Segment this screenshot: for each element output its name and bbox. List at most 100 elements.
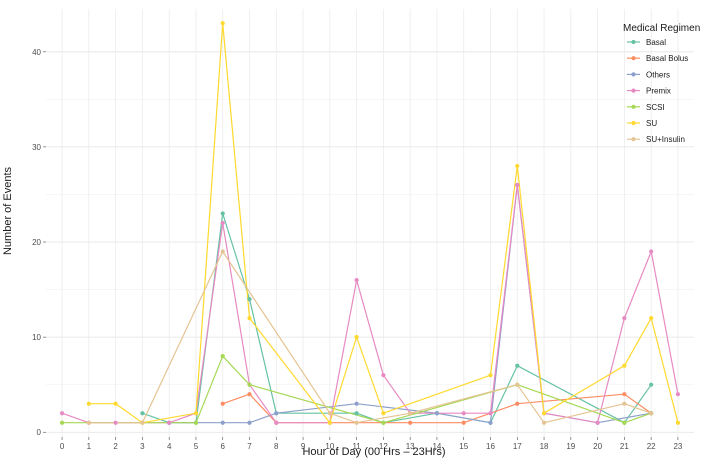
legend-label-scsi: SCSI — [646, 103, 665, 112]
x-tick-label: 18 — [540, 442, 549, 451]
data-point-su — [622, 363, 627, 368]
x-tick-label: 13 — [406, 442, 415, 451]
legend-items: Basal Basal Bolus Others Premix SCSI SU SU+Ins… — [627, 38, 688, 144]
data-point-others — [247, 420, 252, 425]
legend-key-point-others — [631, 72, 636, 77]
x-tick-label: 19 — [566, 442, 575, 451]
data-point-basal — [140, 411, 145, 416]
y-tick-label: 30 — [32, 143, 41, 152]
data-point-premix — [274, 420, 279, 425]
series-line-basal-bolus — [222, 393, 652, 424]
legend-key-point-basal-bolus — [631, 56, 636, 61]
data-point-others — [488, 420, 493, 425]
x-tick-label: 4 — [167, 442, 172, 451]
x-tick-label: 10 — [325, 442, 334, 451]
x-tick-label: 8 — [274, 442, 279, 451]
legend-key-point-basal — [631, 39, 636, 45]
x-tick-label: 21 — [620, 442, 629, 451]
x-tick-label: 0 — [60, 442, 65, 451]
data-point-others — [274, 411, 279, 416]
data-point-su-insulin — [140, 420, 145, 425]
series-line-basal — [142, 212, 652, 424]
x-tick-label: 6 — [221, 442, 226, 451]
data-point-premix — [59, 411, 65, 416]
data-point-scsi — [622, 420, 627, 425]
data-point-scsi — [247, 382, 252, 387]
legend-key-point-su-insulin — [631, 137, 636, 142]
data-point-basal — [515, 363, 520, 368]
series-lines — [61, 22, 679, 424]
data-point-others — [354, 401, 359, 406]
data-point-scsi — [193, 420, 199, 425]
legend-key-point-premix — [631, 88, 636, 93]
legend-title: Medical Regimen — [623, 23, 700, 34]
data-point-basal — [649, 382, 654, 387]
data-point-su-insulin — [86, 420, 91, 425]
legend-label-su-insulin: SU+Insulin — [646, 135, 685, 144]
data-point-su — [86, 401, 91, 406]
data-point-su — [488, 373, 493, 378]
data-point-premix — [220, 220, 225, 226]
y-tick-label: 20 — [32, 238, 41, 247]
x-tick-label: 5 — [194, 442, 199, 451]
y-tick-label: 10 — [32, 333, 41, 342]
data-point-basal — [354, 411, 359, 416]
legend-key-point-scsi — [631, 104, 636, 109]
data-point-premix — [381, 373, 386, 378]
data-point-su-insulin — [354, 420, 359, 425]
data-point-premix — [515, 182, 520, 188]
x-tick-label: 7 — [247, 442, 252, 451]
y-axis-ticks: 0 10 20 30 40 — [32, 48, 46, 437]
legend-label-basal: Basal — [646, 38, 666, 47]
data-point-su — [381, 411, 386, 416]
minor-grid — [46, 99, 694, 385]
data-point-basal-bolus — [220, 401, 225, 406]
data-point-su-insulin — [408, 411, 413, 416]
data-point-premix — [649, 249, 654, 254]
legend-label-premix: Premix — [646, 87, 671, 96]
data-point-su — [220, 21, 225, 26]
x-tick-label: 2 — [113, 442, 118, 451]
data-point-basal — [220, 211, 225, 216]
x-tick-label: 15 — [459, 442, 468, 451]
x-tick-label: 11 — [352, 442, 361, 451]
series-line-premix — [61, 184, 679, 424]
y-tick-label: 0 — [37, 428, 42, 437]
legend-label-others: Others — [646, 70, 670, 79]
major-grid — [46, 9, 694, 437]
legend-key-point-su — [631, 120, 636, 126]
data-point-su-insulin — [649, 411, 654, 416]
x-axis-title: Hour of Day (00 Hrs – 23Hrs) — [302, 446, 445, 458]
x-tick-label: 23 — [673, 442, 682, 451]
data-point-su — [113, 401, 118, 406]
data-point-basal-bolus — [622, 392, 627, 397]
data-point-premix — [675, 392, 681, 397]
series-line-su-insulin — [88, 250, 652, 424]
data-point-premix — [461, 411, 466, 416]
data-point-others — [220, 420, 225, 425]
series-line-scsi — [62, 355, 652, 424]
x-tick-label: 3 — [140, 442, 145, 451]
series-points — [59, 21, 681, 425]
data-point-basal-bolus — [461, 420, 466, 425]
legend: Medical Regimen Basal Basal Bolus Others Pr… — [623, 23, 700, 144]
x-tick-label: 9 — [301, 442, 306, 451]
data-point-basal-bolus — [408, 420, 413, 425]
data-point-premix — [354, 277, 359, 283]
data-point-su-insulin — [515, 382, 520, 387]
data-point-basal — [247, 296, 252, 302]
data-point-su-insulin — [541, 420, 547, 425]
data-point-su — [649, 316, 654, 321]
data-point-su-insulin — [327, 411, 332, 416]
data-point-scsi — [381, 420, 386, 425]
x-tick-label: 1 — [87, 442, 92, 451]
data-point-premix — [488, 411, 493, 416]
x-tick-label: 16 — [486, 442, 495, 451]
data-point-su — [354, 335, 359, 340]
data-point-premix — [595, 420, 600, 425]
data-point-scsi — [59, 420, 65, 425]
data-point-su — [193, 411, 199, 416]
data-point-su — [515, 163, 520, 169]
data-point-premix — [113, 420, 118, 425]
